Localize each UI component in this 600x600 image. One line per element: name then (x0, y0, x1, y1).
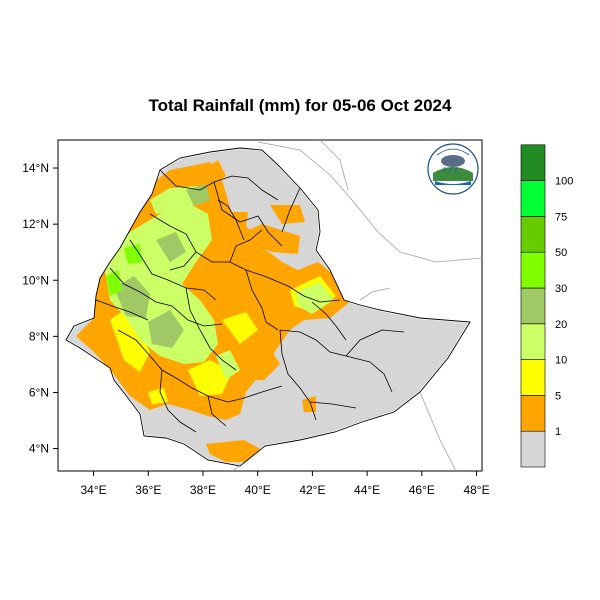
lat-tick-label: 10°N (22, 273, 49, 287)
legend-swatch (520, 323, 546, 360)
legend-label: 50 (555, 247, 567, 259)
lon-tick-label: 34°E (80, 483, 106, 497)
legend-label: 20 (555, 319, 567, 331)
lat-tick-label: 8°N (29, 329, 49, 343)
lon-tick-label: 44°E (354, 483, 380, 497)
admin-boundaries (95, 169, 405, 433)
lon-tick-label: 46°E (409, 483, 435, 497)
ethiopia-outline (65, 147, 471, 467)
legend-label: 5 (555, 390, 561, 402)
lat-tick-label: 12°N (22, 217, 49, 231)
legend-label: 30 (555, 283, 567, 295)
legend-swatch (520, 287, 546, 325)
legend-label: 100 (555, 176, 573, 188)
axis-ticks: 34°E 36°E 38°E 40°E 42°E 44°E 46°E 48°E 14°N 12°N… (22, 161, 489, 497)
emi-logo (427, 143, 479, 195)
lat-tick-label: 4°N (29, 442, 49, 456)
rain-class-20-30 (114, 184, 210, 348)
legend-swatch (520, 430, 546, 468)
rain-class-30-50 (106, 244, 142, 296)
legend-swatch (520, 359, 546, 396)
legend-label: 75 (555, 211, 567, 223)
legend-swatch (520, 216, 546, 253)
lon-tick-label: 42°E (299, 483, 325, 497)
lat-tick-label: 14°N (22, 161, 49, 175)
lon-tick-label: 36°E (135, 483, 161, 497)
legend-swatch (520, 144, 546, 181)
map-title: Total Rainfall (mm) for 05-06 Oct 2024 (148, 96, 452, 115)
legend-swatch (520, 395, 546, 432)
lat-tick-label: 6°N (29, 385, 49, 399)
legend-label: 10 (555, 355, 567, 367)
lon-tick-label: 48°E (463, 483, 489, 497)
legend-label: 1 (555, 426, 561, 438)
legend-swatch (520, 180, 546, 217)
lon-tick-label: 38°E (190, 483, 216, 497)
legend-swatch (520, 251, 546, 289)
lon-tick-label: 40°E (245, 483, 271, 497)
color-legend: 1 5 10 20 30 50 75 100 (520, 144, 573, 468)
